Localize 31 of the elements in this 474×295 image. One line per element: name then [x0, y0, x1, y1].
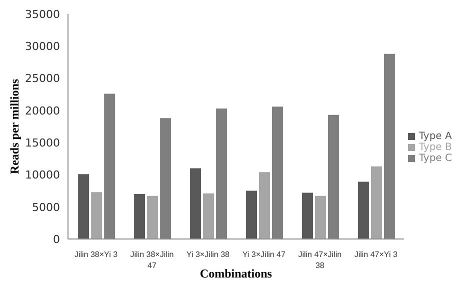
x-tick-label: Jilin 47×Yi 3 [354, 250, 398, 259]
y-tick-label: 20000 [25, 104, 60, 118]
bar [91, 192, 102, 239]
x-tick-label: Jilin 47×Jilin 38 [298, 250, 342, 270]
bar [190, 168, 202, 239]
y-tick-label: 35000 [25, 8, 60, 21]
legend-label: Type B [418, 142, 452, 153]
legend-label: Type A [418, 131, 452, 142]
y-tick-label: 5000 [32, 200, 60, 214]
legend-label: Type C [418, 153, 452, 164]
bar [147, 196, 158, 239]
bar [302, 192, 313, 239]
bar [203, 193, 214, 239]
y-tick-label: 0 [53, 232, 60, 246]
x-tick-label: Jilin 38×Jilin 47 [130, 250, 174, 270]
x-tick-label: Yi 3×Jilin 47 [242, 250, 286, 259]
y-tick-label: 15000 [25, 136, 60, 150]
x-tick-label: Jilin 38×Yi 3 [74, 250, 118, 259]
bar [370, 166, 382, 239]
bar [78, 174, 90, 239]
bar [358, 182, 369, 239]
y-tick-label: 25000 [25, 72, 60, 86]
y-tick-label: 10000 [25, 168, 60, 182]
x-tick-label: Yi 3×Jilin 38 [186, 250, 230, 259]
x-axis-title: Combinations [200, 266, 272, 281]
y-axis-title: Reads per millions [7, 78, 22, 174]
bar [246, 190, 258, 239]
bar [134, 194, 146, 239]
bar [314, 196, 326, 239]
y-tick-label: 30000 [25, 40, 60, 54]
bar [259, 172, 270, 239]
